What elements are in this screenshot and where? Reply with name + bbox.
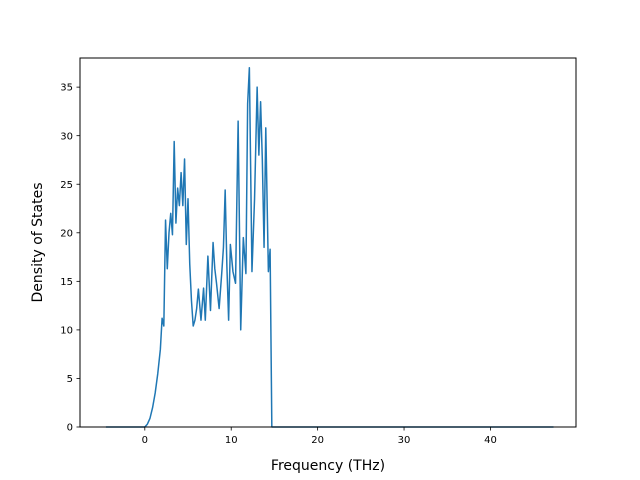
y-tick-label: 25 xyxy=(60,180,73,191)
y-tick-label: 20 xyxy=(60,228,73,239)
y-tick-label: 30 xyxy=(60,131,73,142)
x-axis-label: Frequency (THz) xyxy=(271,458,385,474)
plot-frame xyxy=(79,57,577,428)
x-tick-label: 20 xyxy=(311,435,324,446)
y-tick-label: 10 xyxy=(60,325,73,336)
x-tick-label: 40 xyxy=(484,435,497,446)
y-tick-label: 35 xyxy=(60,83,73,94)
x-tick-label: 0 xyxy=(142,435,148,446)
x-axis-ticks: 0 10 20 30 40 xyxy=(142,427,497,446)
y-tick-label: 5 xyxy=(67,374,73,385)
x-tick-label: 10 xyxy=(225,435,238,446)
plot-area xyxy=(80,58,576,427)
y-tick-label: 15 xyxy=(60,277,73,288)
y-tick-label: 0 xyxy=(67,423,73,434)
y-axis-ticks: 0 5 10 15 20 25 30 35 xyxy=(60,83,80,434)
x-tick-label: 30 xyxy=(398,435,411,446)
y-axis-label: Density of States xyxy=(30,183,46,303)
